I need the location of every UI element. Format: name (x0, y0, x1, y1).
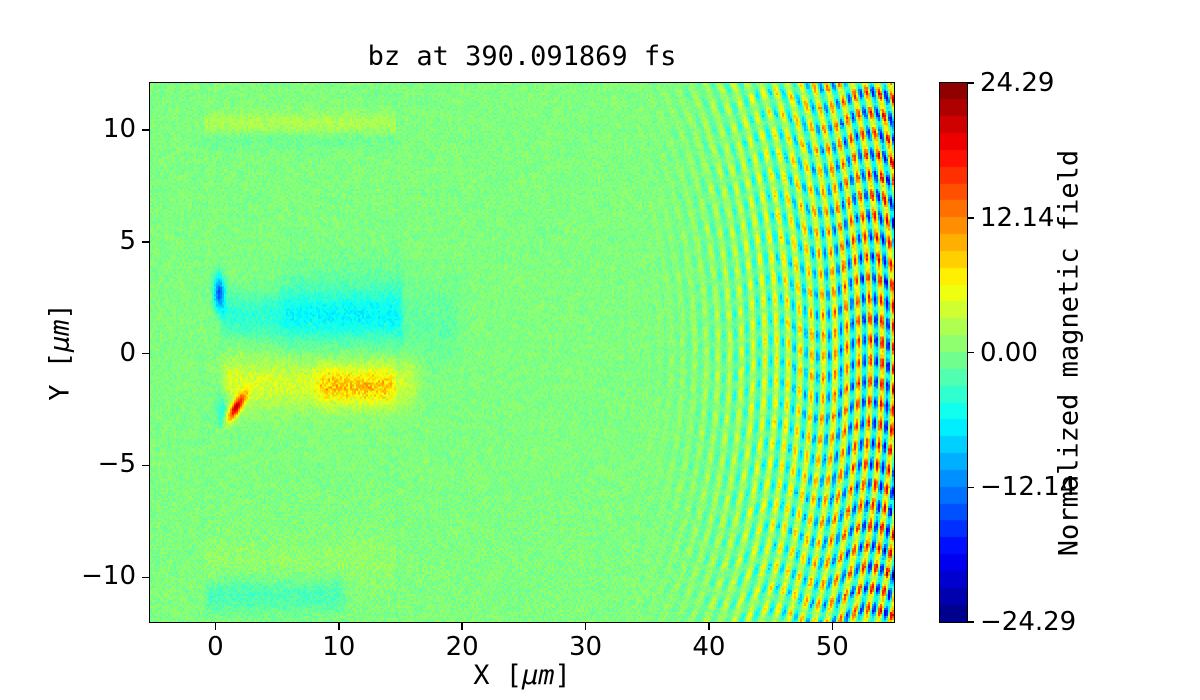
x-tick-label: 0 (207, 632, 224, 662)
y-tick-label: −10 (81, 561, 136, 592)
colorbar-tick (968, 82, 974, 84)
colorbar-tick-label: 24.29 (980, 68, 1055, 98)
x-axis-label-prefix: X [ (473, 660, 522, 691)
y-tick-label: 10 (102, 113, 136, 144)
y-tick-label: −5 (97, 449, 136, 480)
x-tick (338, 623, 340, 630)
x-tick-label: 50 (815, 632, 849, 662)
colorbar-canvas (940, 83, 967, 622)
x-axis-label-suffix: ] (554, 660, 571, 691)
y-tick (142, 352, 149, 355)
chart-title: bz at 390.091869 fs (367, 41, 677, 72)
y-axis-label-suffix: ] (44, 303, 76, 320)
y-tick-label: 5 (119, 225, 136, 256)
x-tick (831, 623, 834, 630)
colorbar-tick (968, 351, 974, 354)
x-axis-label: X [μm] (150, 660, 894, 691)
colorbar-tick-label: −24.29 (980, 607, 1077, 637)
heatmap-plot-area (149, 82, 895, 623)
x-tick-label: 20 (445, 632, 479, 662)
colorbar-tick (968, 217, 974, 219)
heatmap-canvas (150, 83, 894, 622)
x-tick (461, 623, 463, 630)
y-tick (142, 129, 149, 131)
colorbar-tick-label: 0.00 (980, 337, 1038, 368)
colorbar (939, 82, 968, 623)
x-tick-label: 10 (322, 632, 356, 662)
colorbar-tick (968, 621, 974, 623)
y-tick-label: 0 (119, 337, 136, 368)
x-tick (214, 623, 217, 630)
y-tick (142, 576, 149, 579)
y-tick (142, 464, 149, 467)
x-tick (584, 623, 587, 630)
x-tick-label: 30 (568, 632, 603, 662)
colorbar-tick-label: 12.14 (980, 202, 1055, 233)
x-tick-label: 40 (692, 632, 726, 662)
x-tick (708, 623, 710, 630)
colorbar-tick (968, 486, 974, 488)
y-tick (142, 241, 149, 243)
x-axis-unit: μm (522, 660, 555, 691)
colorbar-tick-label: −12.14 (980, 472, 1077, 503)
